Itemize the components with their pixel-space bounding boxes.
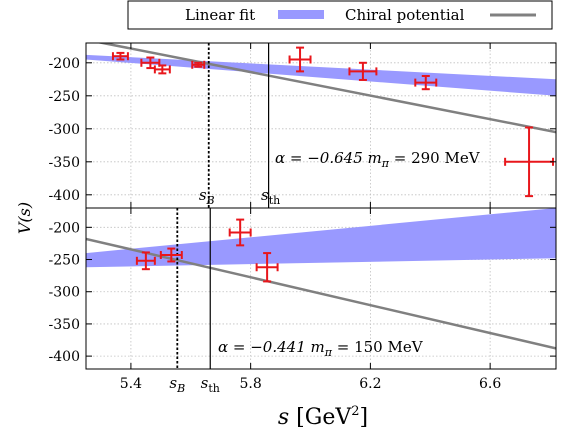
- legend: Linear fit Chiral potential: [127, 0, 553, 30]
- y-tick-label: -400: [49, 349, 80, 365]
- y-axis-title: V(s): [15, 202, 34, 234]
- panel-frame: [85, 207, 557, 370]
- annotation-mpi-sub: π: [381, 157, 390, 170]
- panel-upper: -200 -250 -300 -350 -400 α = −0.645 mπ = 290 …: [49, 42, 557, 209]
- data-point: [191, 60, 206, 69]
- data-point: [135, 251, 156, 271]
- y-axis-title-main: V: [15, 221, 34, 234]
- sth-label: sth: [261, 186, 280, 207]
- sB-label-lower: sB: [169, 374, 185, 395]
- sB-label: sB: [199, 186, 215, 207]
- panel-annotation: α = −0.441 mπ = 150 MeV: [218, 338, 424, 359]
- annotation-mpi-sub: π: [324, 346, 333, 359]
- y-tick-label: -200: [49, 220, 80, 236]
- x-axis-title: s [GeV2]: [278, 404, 368, 430]
- y-tick-label: -350: [49, 155, 80, 171]
- chiral-line: [96, 43, 556, 134]
- annotation-alpha: α = −0.645: [275, 149, 368, 167]
- x-axis-title-close: ]: [360, 405, 369, 430]
- panel-annotation: α = −0.645 mπ = 290 MeV: [275, 149, 481, 170]
- y-axis-title-arg: (s): [15, 202, 34, 223]
- x-axis-title-sup: 2: [351, 404, 359, 419]
- data-point: [255, 252, 279, 283]
- annotation-alpha: α = −0.441: [218, 338, 311, 356]
- data-point: [414, 75, 438, 91]
- legend-box: [127, 0, 553, 30]
- panel-upper-grid: [86, 43, 556, 208]
- y-tick-label: -300: [49, 122, 80, 138]
- legend-band-label: Linear fit: [185, 6, 255, 24]
- x-axis-title-main: s: [278, 405, 289, 430]
- y-tick-label: -250: [49, 89, 80, 105]
- fit-band: [86, 208, 556, 268]
- panel-lower-plot: [86, 208, 556, 369]
- legend-line-label: Chiral potential: [345, 6, 465, 24]
- x-tick-label: 6.6: [479, 376, 501, 392]
- y-tick-label: -350: [49, 317, 80, 333]
- data-point: [348, 61, 378, 81]
- x-tick-label: 6.2: [359, 376, 381, 392]
- x-axis-title-unit: [GeV: [296, 405, 352, 430]
- sth-label-lower: sth: [201, 374, 220, 395]
- data-point: [159, 247, 183, 263]
- y-tick-label: -300: [49, 285, 80, 301]
- y-tick-label: -200: [49, 56, 80, 72]
- data-point: [140, 56, 161, 70]
- y-tick-label: -250: [49, 253, 80, 269]
- annotation-mpi-value: = 290 MeV: [389, 149, 481, 167]
- data-point: [111, 51, 129, 61]
- data-point: [153, 64, 171, 75]
- data-point: [504, 126, 555, 198]
- fit-band: [86, 54, 556, 96]
- legend-band-swatch: [278, 10, 324, 19]
- svg-text:V(s): V(s): [15, 202, 34, 234]
- data-point: [288, 46, 312, 73]
- annotation-mpi-value: = 150 MeV: [332, 338, 424, 356]
- panel-lower: -200 -250 -300 -350 -400 α = −0.441 mπ = 150 …: [49, 207, 557, 370]
- data-point: [228, 218, 252, 247]
- panel-upper-plot: [86, 43, 556, 208]
- annotation-mpi: m: [311, 338, 325, 356]
- annotation-mpi: m: [368, 149, 382, 167]
- chiral-line: [86, 237, 556, 350]
- x-tick-label: 5.4: [120, 376, 142, 392]
- x-tick-label: 5.8: [240, 376, 262, 392]
- y-tick-label: -400: [49, 188, 80, 204]
